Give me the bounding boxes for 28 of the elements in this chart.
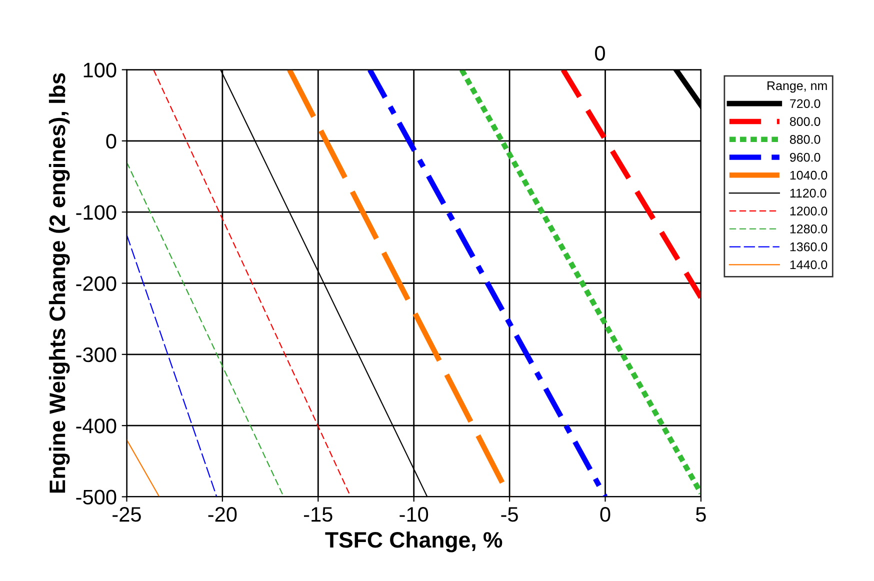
- legend-label: 720.0: [790, 99, 820, 108]
- x-tick-label: 5: [696, 507, 706, 522]
- y-axis-title: Engine Weights Change (2 engines), lbs: [48, 73, 70, 493]
- legend-label: 1200.0: [790, 206, 828, 216]
- y-tick-label: 100: [84, 62, 116, 78]
- x-tick-label: 0: [600, 507, 610, 522]
- y-tick-label: -100: [76, 205, 116, 220]
- y-tick-label: -400: [76, 418, 116, 434]
- x-tick-label: -20: [208, 507, 237, 522]
- x-tick-label: -10: [400, 507, 428, 522]
- legend-label: 1280.0: [790, 224, 828, 234]
- y-tick-label: -200: [76, 276, 116, 291]
- legend-label: 1440.0: [790, 260, 828, 270]
- legend-title: Range, nm: [768, 81, 827, 93]
- y-tick-label: -500: [76, 490, 116, 505]
- x-tick-label: -15: [304, 507, 332, 522]
- legend-label: 1040.0: [790, 170, 828, 180]
- legend-label: 960.0: [790, 152, 820, 162]
- x-tick-label: -25: [112, 507, 141, 522]
- text: 0: [595, 46, 605, 61]
- legend-label: 1120.0: [790, 188, 826, 198]
- x-tick-label: -5: [501, 507, 518, 522]
- legend-label: 800.0: [790, 117, 820, 126]
- legend-label: 1360.0: [790, 242, 828, 252]
- x-axis-title: TSFC Change, %: [325, 531, 502, 552]
- y-tick-label: 0: [106, 134, 116, 149]
- legend-label: 880.0: [790, 135, 820, 144]
- y-tick-label: -300: [76, 347, 116, 362]
